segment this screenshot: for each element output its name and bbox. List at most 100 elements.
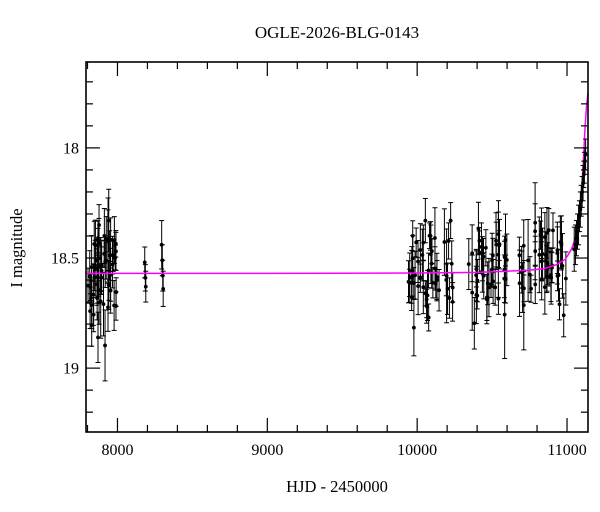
- data-point: [533, 229, 538, 234]
- data-point: [104, 259, 109, 263]
- data-point: [110, 262, 115, 267]
- data-point: [448, 218, 453, 223]
- data-point: [545, 230, 549, 235]
- model-curve-layer: [86, 92, 589, 275]
- data-point: [101, 302, 106, 307]
- x-tick-label: 11000: [547, 442, 586, 459]
- plot-title: OGLE-2026-BLG-0143: [255, 23, 419, 42]
- data-point: [555, 273, 560, 278]
- data-point: [446, 239, 451, 243]
- data-point: [489, 267, 494, 272]
- data-point: [410, 256, 415, 261]
- data-point: [409, 295, 414, 300]
- data-point: [89, 265, 94, 270]
- data-point: [143, 284, 148, 289]
- y-tick-label: 18.5: [51, 251, 79, 268]
- data-point: [537, 252, 542, 257]
- data-point: [470, 251, 475, 256]
- data-point: [107, 253, 112, 258]
- data-point: [111, 253, 116, 258]
- data-point: [496, 232, 501, 237]
- data-point: [411, 325, 416, 330]
- data-point: [102, 251, 107, 256]
- data-point: [98, 299, 103, 304]
- data-point: [91, 312, 96, 317]
- data-point: [86, 283, 90, 288]
- data-point: [450, 299, 455, 304]
- data-point: [406, 279, 411, 284]
- data-point: [142, 260, 147, 265]
- y-tick-label: 18: [63, 140, 79, 157]
- x-axis-label: HJD - 2450000: [286, 477, 388, 496]
- data-point: [583, 152, 588, 157]
- model-curve: [86, 92, 589, 275]
- data-point: [517, 281, 522, 286]
- data-point: [521, 243, 526, 248]
- data-point: [161, 286, 166, 291]
- data-point: [88, 309, 93, 313]
- data-point: [559, 243, 564, 247]
- data-point: [476, 226, 481, 231]
- y-axis-label: I magnitude: [7, 208, 26, 287]
- data-point: [563, 276, 568, 281]
- rising-points-layer: [571, 138, 589, 272]
- data-point: [103, 343, 107, 348]
- data-point: [483, 245, 488, 250]
- data-point: [411, 281, 416, 286]
- data-point: [447, 296, 452, 300]
- data-point: [427, 233, 432, 238]
- data-point: [549, 275, 554, 280]
- data-point: [474, 293, 479, 297]
- data-point: [108, 288, 113, 293]
- data-point: [583, 159, 587, 164]
- axes-layer: 8000 9000 10000 11000 18 18.5 19: [51, 61, 589, 459]
- data-point: [561, 313, 566, 318]
- data-point: [540, 252, 545, 256]
- x-tick-label: 9000: [251, 442, 283, 459]
- data-point: [430, 280, 435, 285]
- data-point: [493, 285, 498, 290]
- data-point: [442, 240, 447, 244]
- data-point: [466, 262, 471, 267]
- data-point: [526, 258, 531, 263]
- x-tick-label: 10000: [397, 442, 437, 459]
- data-point: [433, 281, 438, 286]
- data-point: [423, 218, 428, 223]
- data-point: [479, 245, 484, 249]
- x-tick-label: 8000: [101, 442, 133, 459]
- data-point: [416, 284, 421, 289]
- data-point: [421, 240, 426, 245]
- data-point: [533, 282, 538, 287]
- data-point: [557, 302, 562, 307]
- data-point: [418, 248, 423, 252]
- data-point: [545, 274, 549, 279]
- data-point: [426, 268, 431, 273]
- data-point: [414, 240, 419, 245]
- plot-frame: [85, 61, 589, 433]
- data-point: [519, 265, 524, 270]
- data-point: [444, 273, 449, 278]
- data-point: [437, 288, 441, 293]
- data-point: [429, 261, 434, 266]
- data-point: [542, 235, 547, 240]
- data-point: [470, 290, 475, 295]
- data-point: [418, 276, 423, 281]
- data-point: [91, 292, 96, 297]
- data-point: [410, 233, 415, 238]
- data-point: [114, 290, 119, 294]
- data-point: [425, 293, 430, 298]
- data-point: [421, 285, 426, 290]
- data-point: [96, 335, 100, 340]
- data-point: [551, 228, 555, 233]
- data-point: [114, 249, 118, 254]
- data-point: [528, 272, 532, 277]
- data-point: [424, 304, 429, 309]
- data-point: [502, 267, 507, 272]
- data-point: [112, 303, 117, 308]
- data-point: [485, 281, 490, 286]
- data-point: [546, 228, 551, 233]
- data-point: [503, 238, 508, 242]
- data-point: [416, 259, 420, 264]
